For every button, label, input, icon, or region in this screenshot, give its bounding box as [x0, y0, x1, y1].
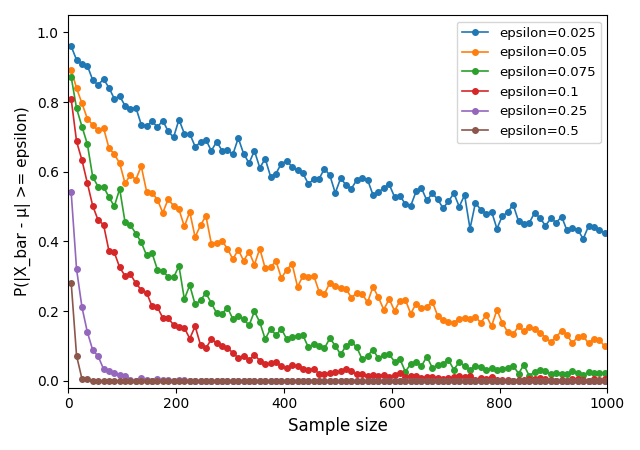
epsilon=0.075	[525, 373, 533, 378]
epsilon=0.1	[67, 96, 75, 102]
epsilon=0.1	[191, 324, 199, 329]
epsilon=0.5	[196, 378, 204, 383]
epsilon=0.025	[601, 230, 609, 235]
epsilon=0.5	[579, 378, 587, 383]
epsilon=0.25	[170, 378, 177, 383]
epsilon=0.1	[579, 378, 587, 383]
epsilon=0.25	[207, 378, 215, 383]
epsilon=0.5	[563, 378, 571, 383]
epsilon=0.5	[89, 378, 97, 383]
epsilon=0.075	[67, 74, 75, 80]
Line: epsilon=0.025: epsilon=0.025	[68, 44, 607, 242]
epsilon=0.05	[170, 203, 177, 209]
epsilon=0.075	[579, 373, 587, 378]
epsilon=0.5	[348, 378, 355, 383]
epsilon=0.5	[67, 280, 75, 285]
epsilon=0.25	[191, 378, 199, 383]
epsilon=0.025	[574, 227, 582, 233]
epsilon=0.5	[601, 378, 609, 383]
epsilon=0.1	[385, 374, 393, 380]
epsilon=0.075	[385, 351, 393, 357]
epsilon=0.075	[191, 302, 199, 307]
epsilon=0.05	[558, 328, 566, 333]
epsilon=0.025	[558, 214, 566, 219]
epsilon=0.5	[175, 378, 183, 383]
epsilon=0.075	[563, 372, 571, 377]
epsilon=0.25	[390, 378, 398, 383]
epsilon=0.05	[67, 67, 75, 72]
Line: epsilon=0.075: epsilon=0.075	[68, 74, 607, 379]
epsilon=0.25	[563, 378, 571, 383]
epsilon=0.25	[579, 378, 587, 383]
epsilon=0.25	[601, 378, 609, 383]
epsilon=0.1	[509, 378, 517, 383]
Legend: epsilon=0.025, epsilon=0.05, epsilon=0.075, epsilon=0.1, epsilon=0.25, epsilon=0: epsilon=0.025, epsilon=0.05, epsilon=0.0…	[457, 22, 601, 143]
Y-axis label: P(|X_bar - μ| >= epsilon): P(|X_bar - μ| >= epsilon)	[15, 107, 31, 296]
epsilon=0.025	[191, 144, 199, 149]
epsilon=0.05	[574, 334, 582, 339]
epsilon=0.1	[342, 366, 350, 372]
epsilon=0.05	[191, 234, 199, 240]
X-axis label: Sample size: Sample size	[288, 417, 388, 435]
Line: epsilon=0.5: epsilon=0.5	[68, 280, 607, 383]
epsilon=0.075	[170, 275, 177, 280]
epsilon=0.025	[170, 135, 177, 140]
epsilon=0.05	[385, 296, 393, 302]
epsilon=0.1	[170, 322, 177, 328]
epsilon=0.25	[348, 378, 355, 383]
epsilon=0.5	[390, 378, 398, 383]
epsilon=0.025	[67, 44, 75, 49]
Line: epsilon=0.05: epsilon=0.05	[68, 67, 607, 349]
epsilon=0.025	[342, 182, 350, 188]
Line: epsilon=0.1: epsilon=0.1	[68, 96, 607, 383]
epsilon=0.075	[342, 343, 350, 348]
epsilon=0.075	[601, 370, 609, 376]
Line: epsilon=0.25: epsilon=0.25	[68, 189, 607, 383]
epsilon=0.05	[342, 286, 350, 292]
epsilon=0.05	[601, 344, 609, 349]
epsilon=0.25	[67, 189, 75, 195]
epsilon=0.025	[579, 236, 587, 242]
epsilon=0.1	[601, 377, 609, 382]
epsilon=0.025	[385, 182, 393, 187]
epsilon=0.1	[563, 378, 571, 383]
